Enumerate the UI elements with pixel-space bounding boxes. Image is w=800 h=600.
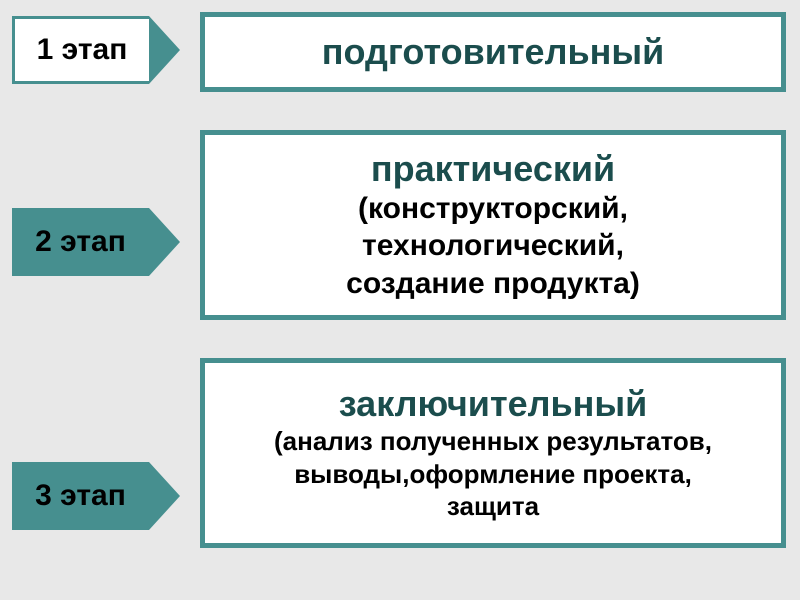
stage-arrow-label: 2 этап [35, 225, 126, 259]
stage-arrow-1: 1 этап [12, 16, 180, 84]
chevron-right-icon [149, 462, 180, 530]
stage-box-2: практический(конструкторский, технологич… [200, 130, 786, 320]
stage-box-subtitle: (анализ полученных результатов, выводы,о… [274, 425, 712, 523]
chevron-right-icon [149, 208, 180, 276]
stage-arrow-2: 2 этап [12, 208, 180, 276]
stage-box-1: подготовительный [200, 12, 786, 92]
stage-arrow-3: 3 этап [12, 462, 180, 530]
stage-arrow-body: 3 этап [12, 462, 149, 530]
stage-box-3: заключительный(анализ полученных результ… [200, 358, 786, 548]
chevron-right-icon [149, 16, 180, 84]
stage-box-title: подготовительный [322, 31, 664, 73]
diagram-canvas: 1 этап подготовительный 2 этап практический… [0, 0, 800, 600]
stage-arrow-body: 2 этап [12, 208, 149, 276]
stage-box-subtitle: (конструкторский, технологический, созда… [346, 190, 640, 303]
stage-box-title: практический [371, 148, 615, 190]
stage-box-title: заключительный [339, 383, 647, 425]
stage-arrow-label: 1 этап [37, 33, 128, 67]
stage-arrow-body: 1 этап [12, 16, 149, 84]
stage-arrow-label: 3 этап [35, 479, 126, 513]
